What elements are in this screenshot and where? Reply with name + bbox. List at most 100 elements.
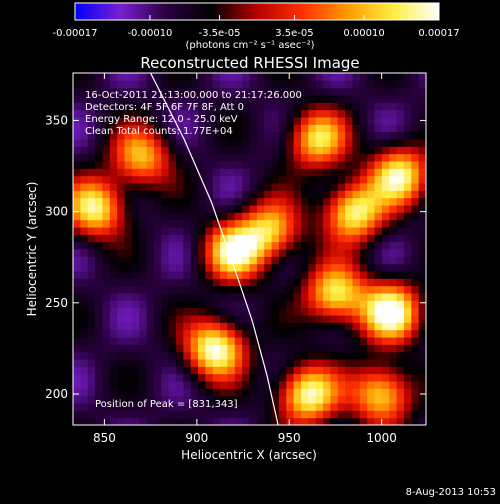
heatmap-cell: [337, 227, 346, 235]
heatmap-cell: [330, 329, 339, 338]
heatmap-cell: [323, 293, 331, 301]
heatmap-cell: [352, 300, 361, 309]
heatmap-cell: [212, 146, 221, 155]
heatmap-cell: [315, 263, 324, 272]
heatmap-cell: [381, 366, 390, 375]
heatmap-cell: [315, 256, 324, 265]
heatmap-cell: [345, 183, 353, 191]
heatmap-cell: [168, 403, 177, 411]
heatmap-cell: [227, 153, 236, 162]
heatmap-cell: [205, 146, 214, 155]
heatmap-cell: [330, 307, 339, 316]
heatmap-cell: [146, 234, 155, 243]
heatmap-cell: [117, 278, 125, 287]
heatmap-cell: [87, 124, 96, 133]
heatmap-cell: [345, 417, 353, 425]
heatmap-cell: [367, 124, 376, 133]
heatmap-cell: [183, 403, 192, 411]
heatmap-cell: [300, 395, 309, 404]
heatmap-cell: [198, 344, 206, 353]
heatmap-cell: [403, 307, 412, 316]
heatmap-cell: [198, 139, 206, 147]
heatmap-cell: [242, 403, 250, 411]
heatmap-cell: [102, 205, 111, 213]
heatmap-cell: [337, 109, 346, 118]
heatmap-cell: [220, 205, 228, 213]
heatmap-cell: [146, 183, 155, 191]
heatmap-cell: [315, 410, 324, 419]
heatmap-cell: [87, 241, 96, 250]
heatmap-cell: [183, 161, 192, 169]
heatmap-cell: [190, 234, 199, 243]
heatmap-cell: [381, 373, 390, 382]
heatmap-cell: [286, 146, 295, 155]
heatmap-cell: [352, 249, 361, 257]
heatmap-cell: [212, 95, 221, 103]
heatmap-cell: [220, 293, 228, 301]
heatmap-cell: [183, 278, 192, 287]
heatmap-cell: [153, 337, 162, 345]
heatmap-cell: [109, 124, 118, 133]
heatmap-cell: [183, 410, 192, 419]
heatmap-cell: [102, 410, 111, 419]
heatmap-cell: [220, 73, 228, 81]
heatmap-cell: [139, 403, 148, 411]
heatmap-cell: [278, 249, 287, 257]
heatmap-cell: [256, 241, 265, 250]
heatmap-cell: [286, 337, 295, 345]
heatmap-cell: [183, 307, 192, 316]
heatmap-cell: [330, 131, 339, 140]
heatmap-cell: [190, 263, 199, 272]
heatmap-cell: [411, 373, 420, 382]
heatmap-cell: [205, 102, 214, 111]
heatmap-cell: [234, 146, 243, 155]
heatmap-cell: [418, 263, 426, 272]
heatmap-cell: [205, 205, 214, 213]
heatmap-cell: [153, 109, 162, 118]
heatmap-cell: [198, 278, 206, 287]
heatmap-cell: [271, 395, 280, 404]
heatmap-cell: [337, 183, 346, 191]
heatmap-cell: [374, 271, 383, 279]
heatmap-cell: [271, 307, 280, 316]
heatmap-cell: [345, 249, 353, 257]
heatmap-cell: [389, 278, 398, 287]
heatmap-cell: [315, 168, 324, 177]
heatmap-cell: [175, 329, 184, 338]
heatmap-cell: [242, 131, 250, 140]
heatmap-cell: [242, 227, 250, 235]
heatmap-cell: [212, 293, 221, 301]
heatmap-cell: [205, 87, 214, 96]
heatmap-cell: [278, 263, 287, 272]
heatmap-cell: [117, 381, 125, 389]
heatmap-cell: [308, 329, 317, 338]
heatmap-cell: [411, 80, 420, 89]
heatmap-cell: [168, 300, 177, 309]
heatmap-cell: [183, 197, 192, 206]
heatmap-cell: [102, 337, 111, 345]
heatmap-cell: [323, 219, 331, 228]
heatmap-cell: [396, 227, 405, 235]
heatmap-cell: [220, 190, 228, 199]
heatmap-cell: [411, 241, 420, 250]
heatmap-cell: [73, 241, 81, 250]
heatmap-cell: [131, 102, 140, 111]
heatmap-cell: [411, 293, 420, 301]
heatmap-cell: [153, 219, 162, 228]
heatmap-cell: [153, 168, 162, 177]
heatmap-cell: [168, 271, 177, 279]
heatmap-cell: [352, 337, 361, 345]
heatmap-cell: [308, 337, 317, 345]
heatmap-cell: [293, 227, 302, 235]
heatmap-cell: [403, 395, 412, 404]
heatmap-cell: [278, 124, 287, 133]
heatmap-cell: [109, 161, 118, 169]
heatmap-cell: [153, 344, 162, 353]
heatmap-cell: [109, 95, 118, 103]
heatmap-cell: [234, 249, 243, 257]
heatmap-cell: [190, 322, 199, 331]
heatmap-cell: [161, 95, 170, 103]
heatmap-cell: [381, 183, 390, 191]
heatmap-cell: [396, 109, 405, 118]
heatmap-cell: [227, 293, 236, 301]
